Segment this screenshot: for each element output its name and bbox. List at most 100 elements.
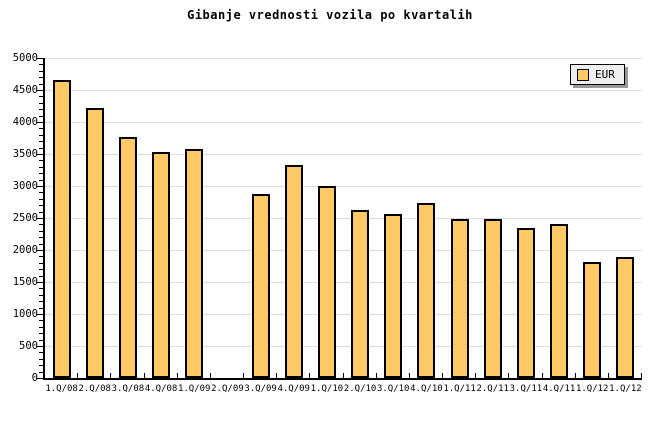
y-tick-label: 5000 (12, 52, 38, 64)
y-axis-tick (39, 205, 43, 207)
y-axis-tick (39, 224, 43, 226)
y-axis-tick (39, 333, 43, 335)
x-axis-tick (243, 373, 244, 378)
bar (583, 261, 602, 378)
gridline (45, 250, 642, 251)
y-axis-tick (36, 58, 43, 59)
bar (483, 219, 502, 378)
y-axis-tick (36, 250, 43, 251)
bar (185, 148, 204, 378)
bar (516, 227, 535, 378)
y-axis-tick (39, 64, 43, 66)
chart-title: Gibanje vrednosti vozila po kvartalih (187, 8, 473, 22)
x-axis-tick (342, 373, 344, 378)
legend-label: EUR (595, 68, 615, 81)
y-tick-label: 1000 (12, 308, 38, 320)
y-axis-tick (39, 352, 43, 354)
y-axis-tick (36, 346, 43, 347)
gridline (45, 186, 642, 187)
gridline (45, 90, 642, 91)
bar (550, 223, 569, 378)
x-axis-tick (508, 373, 510, 378)
bar (616, 257, 635, 378)
y-axis-tick (39, 166, 43, 168)
y-axis-tick (39, 96, 43, 98)
legend-swatch-icon (577, 68, 589, 81)
x-tick-label: 1.Q/11 (443, 384, 476, 394)
y-axis-tick (39, 288, 43, 290)
x-tick-label: 2.Q/08 (78, 384, 111, 394)
x-tick-label: 4.Q/09 (277, 384, 310, 394)
bar (152, 152, 171, 378)
y-axis-tick (39, 128, 43, 130)
y-axis-tick (39, 70, 43, 72)
y-tick-label: 2500 (12, 212, 38, 224)
y-axis-tick (36, 154, 43, 155)
gridline (45, 282, 642, 283)
x-tick-label: 2.Q/10 (343, 384, 377, 394)
x-axis-tick (309, 373, 311, 378)
gridline (45, 154, 642, 155)
x-tick-label: 1.Q/12 (575, 384, 609, 394)
y-axis-tick (39, 198, 43, 200)
y-axis-tick (39, 371, 43, 373)
y-axis-tick (39, 307, 43, 309)
x-axis-tick (442, 373, 443, 378)
y-axis-tick (39, 365, 43, 367)
y-axis-tick (39, 237, 43, 239)
gridline (45, 122, 642, 123)
x-axis-tick (641, 373, 642, 378)
y-axis-tick (36, 186, 43, 187)
y-axis-tick (39, 160, 43, 162)
y-axis-tick (36, 378, 43, 379)
x-axis-tick (541, 373, 543, 378)
y-axis-tick (39, 173, 43, 175)
y-tick-label: 3500 (12, 148, 38, 160)
y-tick-label: 3000 (12, 180, 38, 192)
y-tick-label: 1500 (12, 276, 38, 288)
bar (384, 214, 403, 378)
bar (118, 136, 137, 378)
x-tick-label: 4.Q/11 (542, 384, 576, 394)
gridline (45, 218, 642, 219)
bar (450, 219, 469, 378)
bar (284, 164, 303, 378)
x-axis-tick (375, 373, 377, 378)
y-axis-tick (39, 109, 43, 111)
y-axis-tick (39, 339, 43, 341)
y-axis-tick (36, 314, 43, 315)
y-axis-tick (39, 262, 43, 264)
x-tick-label: 1.Q/10 (310, 384, 344, 394)
bar (251, 193, 270, 378)
gridline (45, 346, 642, 347)
gridline (45, 314, 642, 315)
x-tick-label: 1.Q/09 (177, 384, 211, 394)
y-axis-tick (39, 192, 43, 194)
y-tick-label: 2000 (12, 244, 38, 256)
y-tick-label: 4500 (12, 84, 38, 96)
x-axis-tick (209, 373, 211, 378)
x-tick-label: 3.Q/09 (244, 384, 277, 394)
x-axis-tick (574, 373, 576, 378)
y-axis-tick (39, 294, 43, 296)
x-tick-label: 1.Q/08 (45, 384, 78, 394)
x-axis-tick (276, 373, 278, 378)
x-tick-label: 2.Q/11 (476, 384, 509, 394)
bar (417, 202, 436, 378)
y-axis-tick (39, 256, 43, 258)
y-tick-label: 500 (19, 340, 38, 352)
y-axis-tick (36, 218, 43, 219)
y-axis-tick (39, 77, 43, 79)
bar (52, 79, 71, 378)
y-tick-label: 0 (31, 372, 38, 384)
y-tick-label: 4000 (12, 116, 38, 128)
y-axis-tick (39, 115, 43, 117)
y-axis-tick (39, 301, 43, 303)
x-tick-label: 4.Q/10 (410, 384, 443, 394)
y-axis-line (43, 58, 45, 380)
legend-box: EUR (570, 64, 625, 85)
y-axis-tick (39, 243, 43, 245)
x-axis-line (43, 378, 642, 380)
x-axis-tick (77, 373, 79, 378)
gridline (45, 58, 642, 59)
